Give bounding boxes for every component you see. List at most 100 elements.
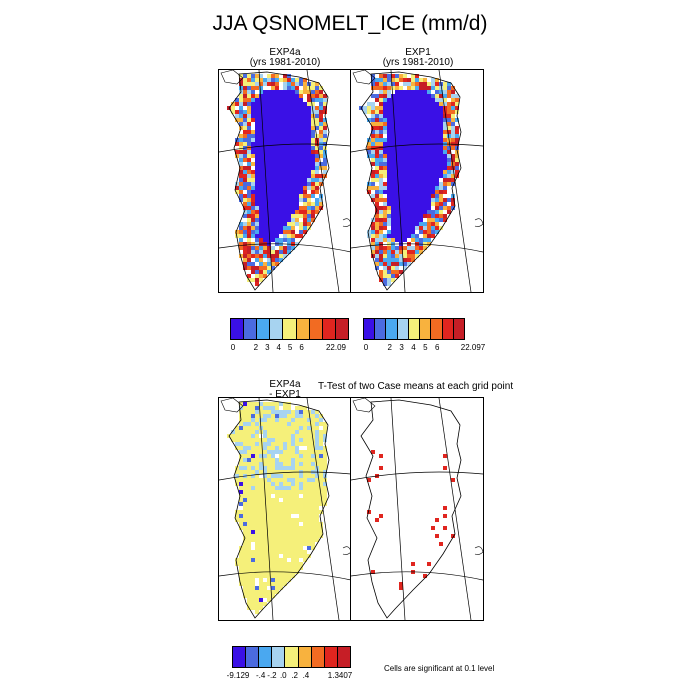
grid-cell: [307, 522, 311, 526]
grid-cell: [419, 174, 423, 178]
grid-cell: [379, 110, 383, 114]
grid-cell: [299, 522, 303, 526]
grid-cell: [259, 486, 263, 490]
grid-cell: [431, 78, 435, 82]
grid-cell: [283, 186, 287, 190]
grid-cell: [267, 482, 271, 486]
grid-cell: [279, 190, 283, 194]
grid-cell: [371, 150, 375, 154]
grid-cell: [251, 418, 255, 422]
grid-cell: [259, 94, 263, 98]
grid-cell: [291, 458, 295, 462]
grid-cell: [255, 554, 259, 558]
grid-cell: [399, 206, 403, 210]
grid-cell: [267, 590, 271, 594]
grid-cell: [243, 422, 247, 426]
grid-cell: [435, 230, 439, 234]
grid-cell: [435, 146, 439, 150]
grid-cell: [307, 554, 311, 558]
grid-cell: [319, 90, 323, 94]
grid-cell: [407, 90, 411, 94]
colorbar-labels-exp1: 0 2 3 4 5 6 22.097: [364, 343, 485, 353]
grid-cell: [287, 186, 291, 190]
grid-cell: [387, 202, 391, 206]
grid-cell: [267, 438, 271, 442]
colorbar-labels-diff: -9.129 -.4 -.2.0.2.4 1.3407: [227, 671, 353, 681]
grid-cell: [411, 238, 415, 242]
grid-cell: [439, 162, 443, 166]
grid-cell: [323, 478, 327, 482]
grid-cell: [263, 118, 267, 122]
grid-cell: [407, 182, 411, 186]
grid-cell: [311, 478, 315, 482]
grid-cell: [295, 122, 299, 126]
grid-cell: [395, 238, 399, 242]
grid-cell: [311, 114, 315, 118]
grid-cell: [311, 534, 315, 538]
grid-cell: [279, 462, 283, 466]
grid-cell: [399, 270, 403, 274]
grid-cell: [395, 102, 399, 106]
grid-cell: [451, 170, 455, 174]
grid-cell: [259, 410, 263, 414]
grid-cell: [407, 214, 411, 218]
grid-cell: [303, 498, 307, 502]
grid-cell: [263, 110, 267, 114]
grid-cell: [295, 118, 299, 122]
grid-cell: [375, 94, 379, 98]
grid-cell: [275, 250, 279, 254]
grid-cell: [247, 118, 251, 122]
grid-cell: [319, 446, 323, 450]
grid-cell: [255, 202, 259, 206]
grid-cell: [247, 414, 251, 418]
grid-cell: [271, 150, 275, 154]
grid-cell: [427, 134, 431, 138]
grid-cell: [443, 86, 447, 90]
map-panel-exp4a: [218, 69, 352, 293]
grid-cell: [251, 410, 255, 414]
grid-cell: [275, 110, 279, 114]
grid-cell: [259, 470, 263, 474]
grid-cell: [315, 122, 319, 126]
grid-cell: [451, 534, 455, 538]
grid-cell: [251, 494, 255, 498]
grid-cell: [283, 118, 287, 122]
grid-cell: [255, 90, 259, 94]
grid-cell: [455, 170, 459, 174]
grid-cell: [423, 162, 427, 166]
grid-cell: [287, 214, 291, 218]
grid-cell: [283, 558, 287, 562]
grid-cell: [239, 150, 243, 154]
grid-cell: [263, 466, 267, 470]
grid-cell: [287, 190, 291, 194]
grid-cell: [439, 134, 443, 138]
grid-cell: [371, 158, 375, 162]
grid-cell: [311, 442, 315, 446]
grid-cell: [379, 226, 383, 230]
grid-cell: [419, 182, 423, 186]
grid-cell: [263, 438, 267, 442]
grid-cell: [239, 186, 243, 190]
grid-cell: [423, 130, 427, 134]
grid-cell: [307, 158, 311, 162]
grid-cell: [311, 418, 315, 422]
grid-cell: [303, 162, 307, 166]
grid-cell: [383, 106, 387, 110]
grid-cell: [439, 114, 443, 118]
grid-cell: [375, 262, 379, 266]
grid-cell: [403, 138, 407, 142]
grid-cell: [291, 226, 295, 230]
grid-cell: [303, 230, 307, 234]
grid-cell: [319, 438, 323, 442]
grid-cell: [247, 186, 251, 190]
grid-cell: [259, 438, 263, 442]
grid-cell: [279, 254, 283, 258]
grid-cell: [307, 102, 311, 106]
grid-cell: [375, 142, 379, 146]
grid-cell: [419, 194, 423, 198]
grid-cell: [251, 246, 255, 250]
grid-cell: [287, 238, 291, 242]
grid-cell: [247, 558, 251, 562]
grid-cell: [379, 182, 383, 186]
grid-cell: [439, 158, 443, 162]
